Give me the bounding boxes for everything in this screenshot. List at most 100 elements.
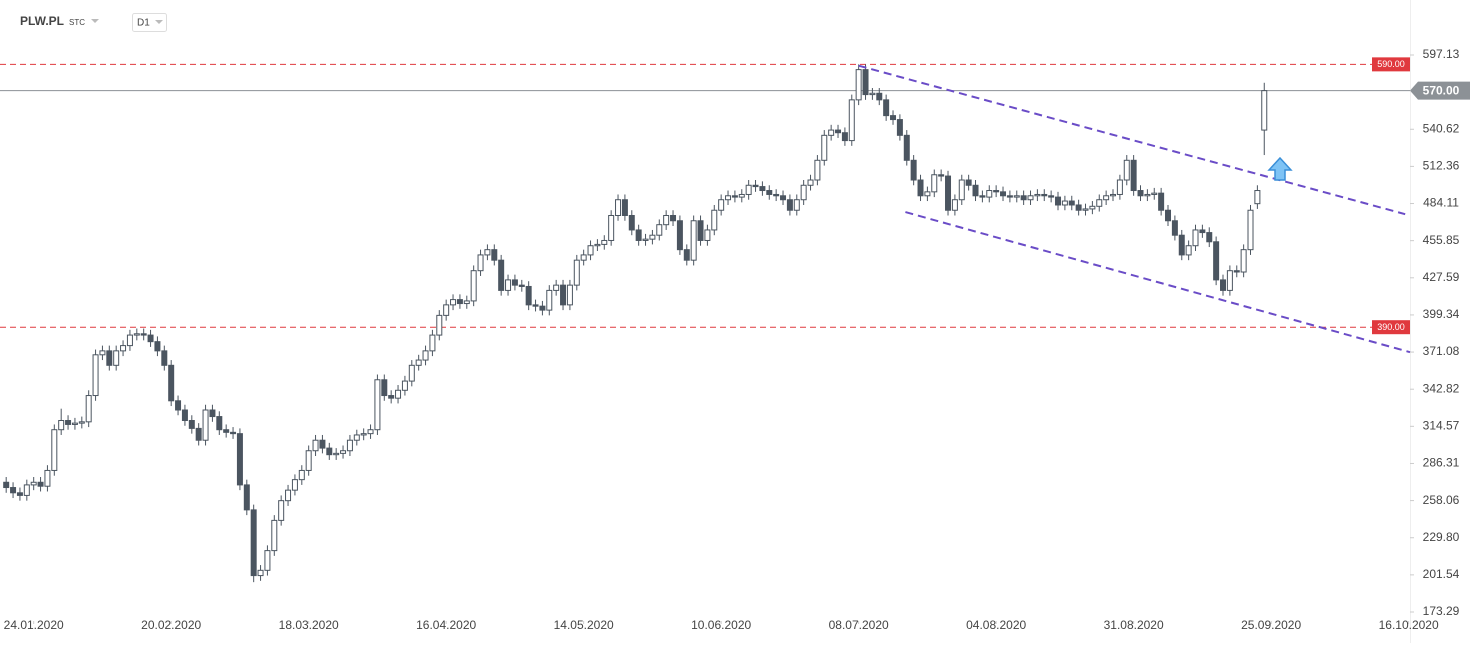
x-tick-label: 08.07.2020 bbox=[829, 618, 889, 632]
candle-body bbox=[140, 333, 147, 336]
candle-body bbox=[1096, 199, 1103, 207]
candle-body bbox=[312, 439, 319, 452]
candle-body bbox=[573, 259, 580, 286]
candle-body bbox=[106, 350, 113, 366]
candle-body bbox=[1082, 208, 1089, 211]
y-tick-label: 286.31 bbox=[1423, 456, 1460, 470]
candle-body bbox=[195, 427, 202, 441]
y-tick-label: 229.80 bbox=[1423, 530, 1460, 544]
candle-body bbox=[601, 239, 608, 245]
y-tick-label: 427.59 bbox=[1423, 270, 1460, 284]
candle-body bbox=[697, 220, 704, 241]
candle-body bbox=[175, 400, 182, 411]
y-tick-label: 201.54 bbox=[1423, 567, 1460, 581]
candle-body bbox=[340, 450, 347, 454]
candle-body bbox=[188, 420, 195, 429]
trend-line bbox=[905, 211, 1411, 354]
candle-body bbox=[546, 289, 553, 311]
interval-caret bbox=[155, 20, 163, 24]
x-tick-label: 04.08.2020 bbox=[966, 618, 1026, 632]
interval-box[interactable] bbox=[132, 13, 167, 32]
candle-body bbox=[92, 354, 99, 397]
candle-body bbox=[1055, 196, 1062, 206]
candle-body bbox=[58, 420, 65, 431]
candle-body bbox=[621, 199, 628, 216]
candle-body bbox=[450, 299, 457, 306]
market: STC bbox=[69, 18, 85, 27]
candle-body bbox=[835, 129, 842, 134]
candle-body bbox=[931, 174, 938, 193]
candle-body bbox=[209, 409, 216, 418]
candle-body bbox=[10, 487, 17, 494]
candle-body bbox=[298, 469, 305, 481]
candle-body bbox=[436, 314, 443, 336]
y-tick-label: 540.62 bbox=[1423, 121, 1460, 135]
candle-body bbox=[553, 284, 560, 291]
candle-body bbox=[580, 254, 587, 261]
candle-body bbox=[422, 350, 429, 361]
candle-body bbox=[305, 450, 312, 471]
y-tick-label: 342.82 bbox=[1423, 381, 1460, 395]
candle-body bbox=[133, 333, 140, 336]
candle-body bbox=[539, 305, 546, 311]
candle-body bbox=[1006, 195, 1013, 198]
x-tick-label: 31.08.2020 bbox=[1104, 618, 1164, 632]
candle-body bbox=[1233, 270, 1240, 273]
candle-body bbox=[113, 350, 120, 366]
candle-body bbox=[1151, 192, 1158, 195]
candle-body bbox=[924, 191, 931, 197]
candle-body bbox=[271, 519, 278, 552]
candle-body bbox=[752, 184, 759, 188]
candle-body bbox=[1048, 195, 1055, 198]
y-tick-label: 371.08 bbox=[1423, 344, 1460, 358]
market-caret[interactable] bbox=[91, 19, 99, 23]
candle-body bbox=[594, 243, 601, 247]
x-tick-label: 20.02.2020 bbox=[141, 618, 201, 632]
candle-body bbox=[986, 190, 993, 198]
candle-body bbox=[85, 395, 92, 423]
candle-body bbox=[470, 270, 477, 302]
candle-body bbox=[876, 92, 883, 101]
candle-body bbox=[972, 184, 979, 197]
candle-body bbox=[1171, 220, 1178, 236]
candle-body bbox=[800, 184, 807, 201]
candle-body bbox=[223, 429, 230, 433]
candle-body bbox=[51, 429, 58, 471]
candle-body bbox=[773, 193, 780, 197]
y-tick-label: 173.29 bbox=[1423, 604, 1460, 618]
candle-body bbox=[360, 433, 367, 436]
candle-body bbox=[1041, 193, 1048, 197]
candle-body bbox=[828, 129, 835, 136]
candle-body bbox=[1116, 179, 1123, 195]
candle-body bbox=[168, 364, 175, 402]
candle-body bbox=[896, 119, 903, 136]
candle-body bbox=[814, 159, 821, 181]
level-label: 590.00 bbox=[1377, 59, 1405, 69]
candle-body bbox=[711, 209, 718, 231]
candle-body bbox=[3, 481, 10, 489]
candle-body bbox=[683, 249, 690, 261]
candle-body bbox=[821, 134, 828, 161]
y-tick-label: 597.13 bbox=[1423, 47, 1460, 61]
candle-body bbox=[1061, 200, 1068, 206]
candle-body bbox=[250, 509, 257, 577]
candle-body bbox=[374, 379, 381, 431]
candle-body bbox=[951, 199, 958, 211]
candle-body bbox=[910, 159, 917, 181]
candle-body bbox=[1178, 234, 1185, 256]
candle-body bbox=[491, 249, 498, 261]
candle-body bbox=[30, 481, 37, 486]
candle-body bbox=[1226, 270, 1233, 291]
candle-body bbox=[216, 416, 223, 431]
candle-body bbox=[704, 229, 711, 241]
candle-body bbox=[230, 431, 237, 435]
candle-body bbox=[676, 220, 683, 251]
candle-body bbox=[745, 184, 752, 195]
candle-body bbox=[326, 447, 333, 456]
candle-body bbox=[99, 350, 106, 356]
trend-line bbox=[858, 64, 1406, 216]
x-tick-label: 10.06.2020 bbox=[691, 618, 751, 632]
candle-body bbox=[780, 195, 787, 201]
candle-body bbox=[1158, 192, 1165, 211]
